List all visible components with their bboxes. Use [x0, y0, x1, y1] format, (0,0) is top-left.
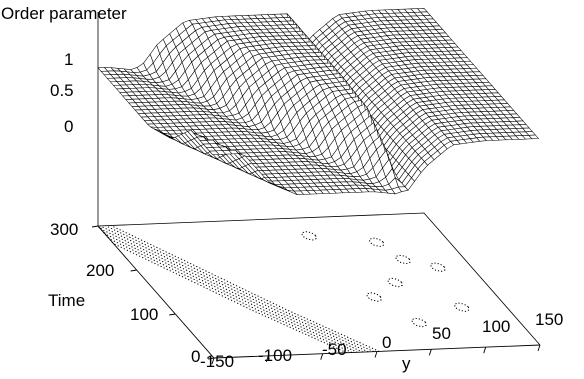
surface-cell — [528, 134, 540, 140]
y-tick-50 — [428, 349, 432, 356]
axis-lines — [97, 225, 541, 359]
contour-line — [105, 225, 374, 353]
x-tick-0: 0 — [382, 333, 392, 352]
z-tick-1: 1 — [64, 50, 74, 69]
time-tick-300 — [91, 225, 99, 228]
y-tick-0 — [374, 351, 378, 358]
base-frame — [91, 12, 541, 365]
y-tick-neg150 — [211, 357, 215, 365]
contour-island — [411, 317, 427, 328]
z-tick-0: 0 — [64, 117, 74, 136]
contour-line — [97, 225, 347, 354]
contour-island — [366, 292, 382, 302]
x-tick-neg150: -150 — [200, 352, 235, 371]
contour-line — [97, 225, 353, 353]
y-tick-200: 200 — [86, 261, 115, 280]
contour-line — [97, 225, 364, 353]
time-tick-100 — [169, 313, 176, 316]
contour-projection — [97, 225, 470, 354]
z-tick-0.5: 0.5 — [50, 81, 74, 100]
y-tick-neg50 — [320, 353, 324, 360]
y-tick-neg100 — [265, 355, 269, 362]
contour-line — [110, 225, 380, 352]
y-tick-100: 100 — [130, 305, 159, 324]
y-tick-300: 300 — [50, 220, 79, 239]
far-floor-edges — [97, 212, 541, 346]
contour-line — [97, 225, 358, 353]
x-tick-150: 150 — [535, 310, 564, 329]
y-axis-label: Time — [48, 291, 86, 310]
x-tick-50: 50 — [432, 324, 451, 343]
contour-island — [301, 231, 317, 241]
x-tick-100: 100 — [482, 317, 511, 336]
x-tick-neg50: -50 — [322, 340, 347, 359]
x-axis-label: y — [402, 354, 411, 373]
time-tick-200 — [130, 269, 137, 272]
x-tick-neg100: -100 — [258, 346, 293, 365]
y-tick-100 — [483, 347, 487, 354]
contour-island — [368, 237, 385, 247]
y-tick-150 — [537, 344, 541, 352]
surface-mesh — [97, 8, 540, 195]
contour-island — [395, 254, 411, 265]
contour-island — [387, 277, 403, 288]
z-axis-label: Order parameter — [1, 4, 127, 23]
contour-line — [99, 225, 369, 353]
time-tick-0 — [207, 357, 215, 360]
y-tick-0: 0 — [191, 347, 201, 366]
contour-island — [430, 262, 446, 272]
contour-island — [453, 302, 470, 312]
